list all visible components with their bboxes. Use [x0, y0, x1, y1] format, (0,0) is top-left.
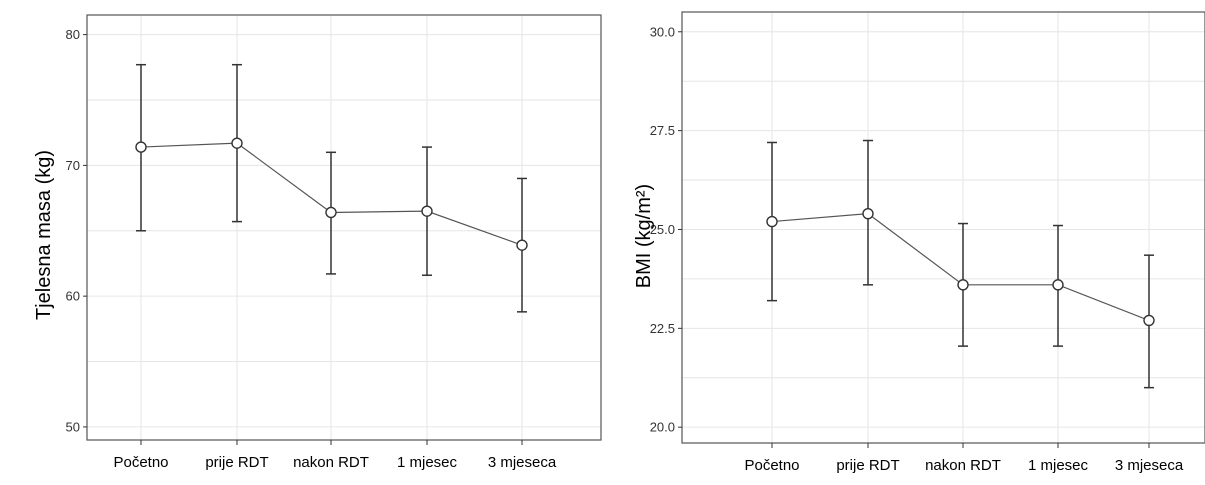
y-tick-label: 27.5	[650, 123, 675, 138]
x-category-label: nakon RDT	[293, 454, 369, 471]
chart-body-mass: 50 60 70 80 Početno prije RDT nakon RDT 1 mjese…	[33, 14, 602, 471]
data-point	[516, 239, 528, 251]
data-point	[421, 205, 433, 217]
data-point	[231, 137, 243, 149]
data-point	[1143, 314, 1155, 327]
y-axis-title: Tjelesna masa (kg)	[33, 150, 55, 320]
x-category-label: 1 mjesec	[397, 454, 458, 471]
x-category-label: prije RDT	[205, 454, 268, 471]
y-axis-title: BMI (kg/m²)	[633, 184, 655, 288]
data-point	[766, 215, 778, 228]
y-tick-label: 22.5	[650, 321, 675, 336]
plot-frame	[86, 14, 602, 441]
x-category-label: 3 mjeseca	[488, 454, 557, 471]
data-point	[957, 279, 969, 291]
y-tick-label: 20.0	[650, 420, 675, 435]
y-tick-label: 70	[66, 158, 80, 173]
data-point	[1052, 279, 1064, 291]
y-tick-label: 80	[66, 27, 80, 42]
y-tick-label: 30.0	[650, 24, 675, 39]
data-point	[135, 141, 147, 153]
x-category-label: prije RDT	[836, 457, 899, 474]
y-tick-label: 50	[66, 419, 80, 434]
chart-bmi: 20.0 22.5 25.0 27.5 30.0 Početno prije RDT nako…	[633, 11, 1205, 474]
x-category-label: 1 mjesec	[1028, 457, 1089, 474]
x-category-label: 3 mjeseca	[1115, 457, 1184, 474]
data-point	[862, 207, 874, 220]
x-category-label: Početno	[744, 457, 799, 474]
y-tick-label: 25.0	[650, 222, 675, 237]
x-category-label: Početno	[113, 454, 168, 471]
data-point	[325, 206, 337, 219]
plot-frame	[681, 11, 1205, 444]
x-category-label: nakon RDT	[925, 457, 1001, 474]
y-tick-label: 60	[66, 289, 80, 304]
